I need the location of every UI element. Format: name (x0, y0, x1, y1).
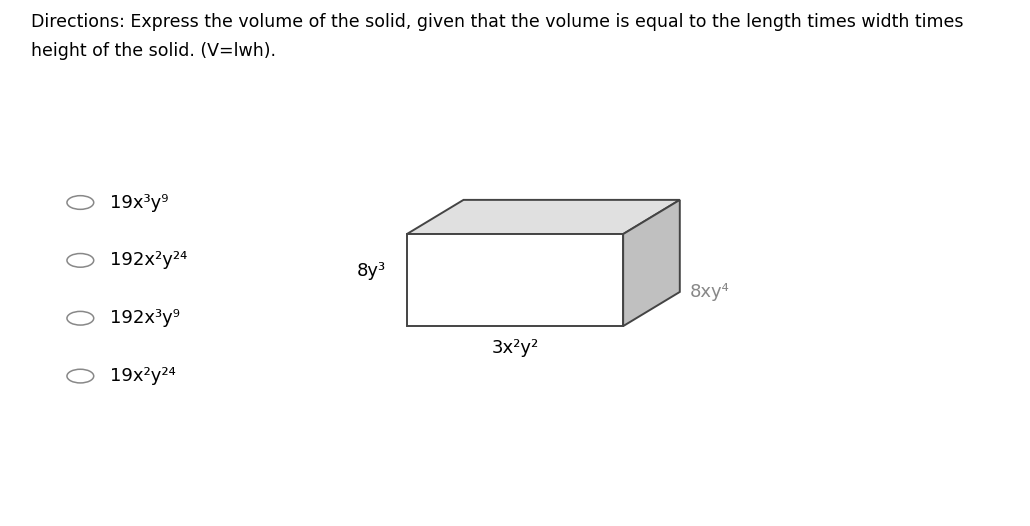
Text: 192x²y²⁴: 192x²y²⁴ (110, 251, 187, 269)
Circle shape (67, 254, 94, 267)
Circle shape (67, 369, 94, 383)
Text: 19x²y²⁴: 19x²y²⁴ (110, 367, 175, 385)
Text: 8y³: 8y³ (357, 262, 386, 280)
Polygon shape (407, 200, 680, 234)
Text: 19x³y⁹: 19x³y⁹ (110, 194, 168, 211)
Text: 3x²y²: 3x²y² (491, 339, 539, 357)
Text: height of the solid. (V=lwh).: height of the solid. (V=lwh). (31, 42, 276, 60)
Circle shape (67, 196, 94, 209)
Text: 8xy⁴: 8xy⁴ (690, 283, 730, 301)
Text: 192x³y⁹: 192x³y⁹ (110, 309, 179, 327)
Circle shape (67, 311, 94, 325)
Polygon shape (623, 200, 680, 326)
Polygon shape (407, 234, 623, 326)
Text: Directions: Express the volume of the solid, given that the volume is equal to t: Directions: Express the volume of the so… (31, 13, 963, 31)
